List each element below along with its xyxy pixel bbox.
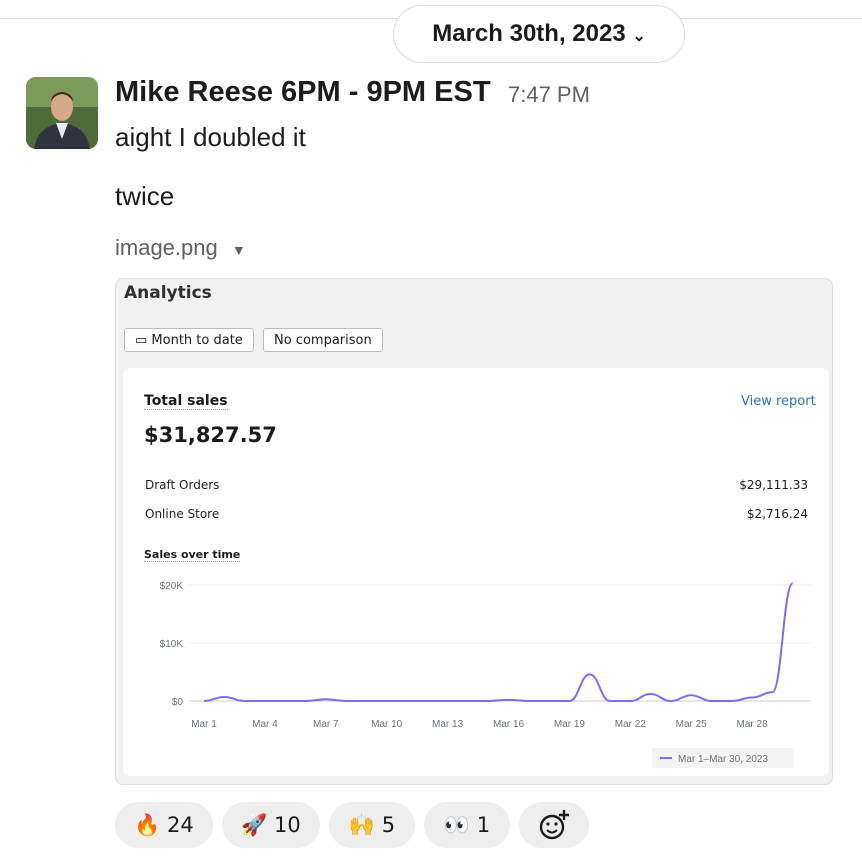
- reaction-emoji: 👀: [443, 813, 471, 837]
- line: [203, 582, 794, 703]
- add-reaction[interactable]: [519, 802, 589, 848]
- chart-title: Sales over time: [144, 548, 241, 562]
- y-tick-label: $0: [172, 697, 184, 708]
- x-tick-label: Mar 19: [554, 719, 586, 730]
- reaction-count: 24: [167, 813, 194, 837]
- timestamp[interactable]: 7:47 PM: [508, 82, 590, 107]
- message-line: aight I doubled it: [115, 122, 306, 152]
- total: $31,827.57: [144, 423, 277, 447]
- author[interactable]: Mike Reese 6PM - 9PM EST: [115, 76, 491, 108]
- add-reaction-icon: [539, 810, 569, 840]
- row-value: $2,716.24: [746, 507, 808, 521]
- x-tick-label: Mar 16: [493, 719, 525, 730]
- x-tick-label: Mar 10: [371, 719, 403, 730]
- avatar[interactable]: [26, 77, 98, 149]
- x-tick-label: Mar 7: [313, 719, 339, 730]
- x-tick-label: Mar 13: [432, 719, 464, 730]
- card-title: Total sales: [144, 393, 228, 410]
- chart: $0 $10K $20K Mar 1 Mar 4 Mar 7 Mar 10 Mar 13 Mar…: [160, 581, 811, 768]
- button: ▭ Month to date: [124, 328, 254, 352]
- reaction[interactable]: 🔥 24: [115, 802, 213, 848]
- button-label: No comparison: [274, 333, 372, 348]
- x-tick-label: Mar 1: [191, 719, 217, 730]
- row-label: Online Store: [145, 507, 220, 521]
- link: View report: [741, 394, 816, 409]
- attachment-name[interactable]: image.png ▼: [115, 235, 246, 260]
- reaction-emoji: 🙌: [348, 813, 376, 837]
- reaction-count: 10: [274, 813, 301, 837]
- reaction[interactable]: 🙌 5: [329, 802, 415, 848]
- legend-label: Mar 1–Mar 30, 2023: [678, 754, 768, 765]
- filename: image.png: [115, 235, 218, 260]
- x-tick-label: Mar 22: [615, 719, 647, 730]
- reaction-count: 1: [476, 813, 491, 837]
- reaction-emoji: 🔥: [134, 813, 161, 837]
- reaction[interactable]: 🚀 10: [222, 802, 320, 848]
- button-label: Month to date: [151, 333, 243, 348]
- legend-box: [652, 748, 794, 768]
- row-label: Draft Orders: [145, 478, 220, 492]
- analytics-title: Analytics: [124, 283, 212, 303]
- row-value: $29,111.33: [739, 478, 808, 492]
- x-tick-label: Mar 4: [252, 719, 278, 730]
- x-tick-label: Mar 28: [737, 719, 769, 730]
- message-line: twice: [115, 181, 175, 211]
- x-tick-label: Mar 25: [676, 719, 708, 730]
- y-tick-label: $10K: [160, 639, 184, 650]
- button: No comparison: [263, 328, 383, 352]
- date-pill[interactable]: March 30th, 2023 ⌄: [393, 5, 685, 63]
- reaction[interactable]: 👀 1: [424, 802, 510, 848]
- card: [123, 368, 829, 776]
- date-text: March 30th, 2023: [432, 20, 626, 47]
- reaction-count: 5: [381, 813, 396, 837]
- reaction-emoji: 🚀: [241, 813, 268, 837]
- y-tick-label: $20K: [160, 581, 184, 592]
